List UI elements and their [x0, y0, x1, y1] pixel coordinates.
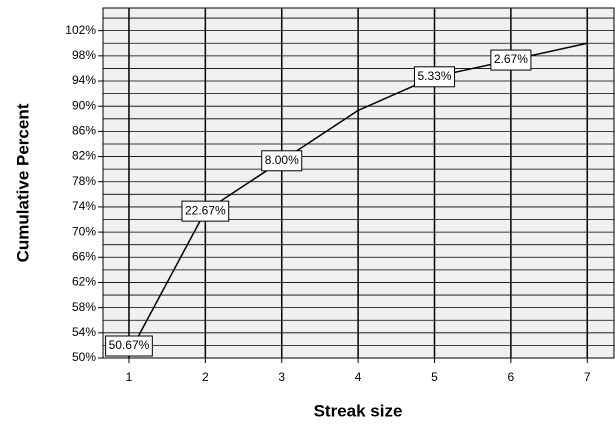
- annotation-box: [261, 150, 303, 172]
- annotation-box: [105, 335, 153, 357]
- annotation-text: 50.67%: [109, 338, 150, 352]
- y-tick-label: 66%: [72, 249, 96, 263]
- annotation-text: 22.67%: [185, 203, 226, 217]
- y-tick-label: 70%: [72, 224, 96, 238]
- y-tick-label: 54%: [72, 325, 96, 339]
- y-tick-label: 86%: [72, 124, 96, 138]
- annotation-text: 5.33%: [417, 69, 451, 83]
- x-tick-label: 5: [431, 370, 438, 384]
- y-tick-label: 62%: [72, 275, 96, 289]
- y-tick-label: 58%: [72, 300, 96, 314]
- x-tick-label: 1: [126, 370, 133, 384]
- y-tick-label: 74%: [72, 199, 96, 213]
- y-tick-label: 78%: [72, 174, 96, 188]
- annotation-box: [490, 49, 532, 71]
- x-tick-label: 2: [202, 370, 209, 384]
- annotation: 22.67%: [181, 200, 230, 222]
- annotation: 50.67%: [105, 335, 153, 357]
- y-tick-label: 90%: [72, 98, 96, 112]
- x-tick-label: 7: [584, 370, 591, 384]
- annotation: 8.00%: [261, 150, 303, 172]
- y-tick-label: 98%: [72, 48, 96, 62]
- y-tick-label: 50%: [72, 350, 96, 364]
- annotation: 5.33%: [413, 66, 456, 88]
- annotation-box: [413, 66, 456, 88]
- x-tick-label: 4: [355, 370, 362, 384]
- x-tick-label: 3: [278, 370, 285, 384]
- y-tick-label: 102%: [65, 23, 96, 37]
- annotation-text: 2.67%: [494, 52, 528, 66]
- x-tick-label: 6: [508, 370, 515, 384]
- annotation-box: [181, 200, 230, 222]
- annotation-text: 8.00%: [265, 153, 299, 167]
- x-axis-label: Streak size: [314, 401, 403, 420]
- y-tick-label: 82%: [72, 149, 96, 163]
- y-tick-label: 94%: [72, 73, 96, 87]
- annotation: 2.67%: [490, 49, 532, 71]
- plot-border: [102, 7, 615, 359]
- y-axis-label: Cumulative Percent: [13, 103, 32, 262]
